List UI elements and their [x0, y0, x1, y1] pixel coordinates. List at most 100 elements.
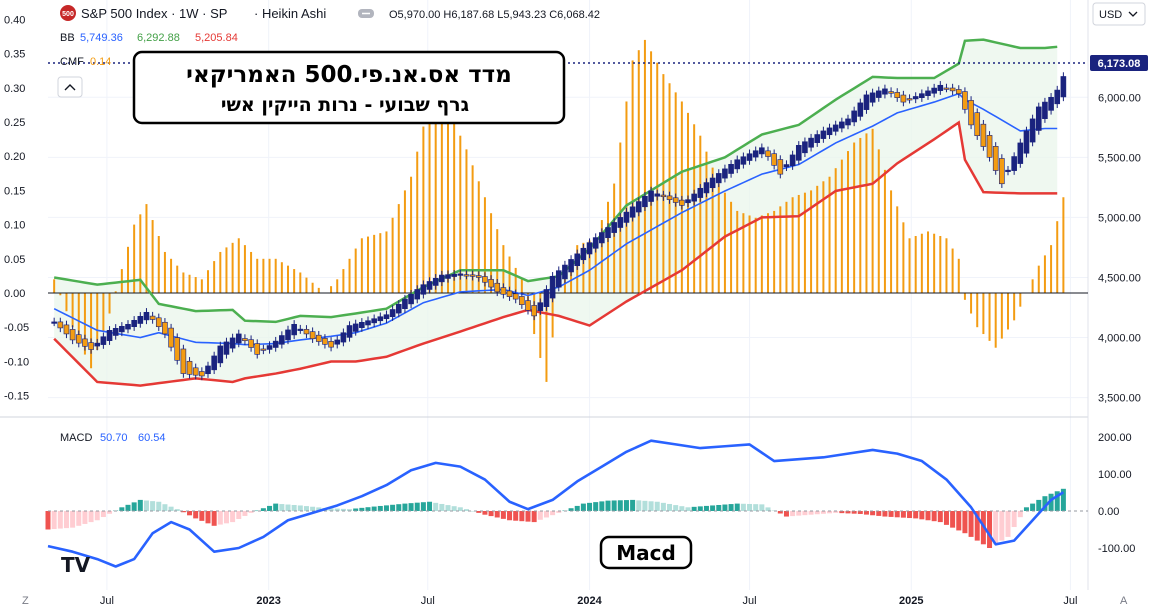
macd-tick: 200.00 [1098, 432, 1132, 444]
macd-hist-bar [519, 511, 525, 522]
cmf-label[interactable]: CMF [60, 56, 84, 68]
macd-hist-bar [968, 511, 974, 537]
footer-right[interactable]: A [1120, 595, 1128, 607]
candle-body [192, 367, 199, 376]
macd-hist-bar [716, 504, 722, 511]
cmf-bar [268, 258, 271, 293]
candle-body [937, 84, 944, 91]
cmf-bar [379, 233, 382, 293]
macd-hist-bar [334, 508, 340, 511]
cmf-bar [194, 277, 197, 293]
cmf-bar [434, 103, 437, 293]
candle-body [211, 355, 217, 371]
currency-selector[interactable] [1092, 2, 1146, 26]
macd-hist-bar [888, 511, 894, 517]
cmf-bar [588, 240, 591, 293]
macd-hist-bar [76, 511, 82, 526]
candle-body [697, 187, 704, 198]
cmf-bar [1007, 293, 1009, 330]
candle-body [980, 123, 987, 147]
macd-hist-bar [876, 511, 882, 516]
macd-hist-bar [408, 503, 414, 511]
cmf-value: 0.14 [90, 56, 111, 68]
chevron-up-icon [64, 84, 76, 91]
chart-title[interactable]: S&P 500 Index · 1W · SP [81, 6, 227, 21]
cmf-tick: 0.20 [4, 151, 25, 163]
legend-collapse-button[interactable] [57, 76, 83, 98]
bb-upper-line [53, 38, 1058, 324]
candle-body [88, 342, 94, 350]
macd-hist-bar [827, 511, 833, 514]
candle-body [888, 91, 894, 94]
macd-label[interactable]: MACD [60, 432, 92, 444]
cmf-bar [71, 293, 74, 328]
cmf-bar [693, 124, 696, 293]
macd-hist-bar [753, 504, 759, 511]
candle-body [309, 331, 316, 340]
cmf-tick: -0.10 [4, 356, 29, 368]
candle-body [943, 87, 950, 90]
chart-style[interactable]: · Heikin Ashi [254, 6, 326, 21]
candle-body [709, 177, 716, 189]
candle-body [586, 242, 593, 255]
macd-hist-bar [943, 511, 949, 525]
macd-hist-bar [734, 503, 740, 511]
macd-hist-bar [814, 511, 820, 515]
candle-body [229, 337, 236, 349]
candle-body [845, 118, 851, 126]
cmf-bar [440, 106, 443, 293]
price-tick: 3,500.00 [1098, 393, 1141, 405]
macd-hist-bar [180, 511, 186, 513]
cmf-bar [963, 293, 966, 300]
title-annotation-line1: מדד אס.אנ.פי.500 האמריקאי [186, 62, 512, 88]
candle-body [389, 309, 396, 318]
macd-hist-bar [427, 501, 433, 511]
macd-hist-bar [187, 511, 193, 516]
candle-body [322, 338, 328, 345]
cmf-bar [465, 149, 468, 293]
cmf-bar [207, 270, 209, 293]
candle-body [463, 274, 470, 277]
cmf-bar [176, 265, 179, 293]
macd-hist-bar [630, 499, 636, 511]
macd-hist-bar [1011, 511, 1017, 528]
candle-body [839, 121, 845, 129]
tradingview-logo[interactable]: TV [61, 553, 91, 577]
price-tick: 5,500.00 [1098, 152, 1141, 164]
candle-body [814, 134, 821, 143]
macd-hist-bar [488, 511, 494, 517]
candle-body [949, 87, 956, 92]
cmf-bar [970, 293, 973, 314]
cmf-bar [59, 293, 62, 296]
macd-hist-bar [796, 511, 802, 516]
candle-body [654, 193, 661, 197]
macd-hist-bar [648, 501, 654, 511]
macd-hist-bar [667, 503, 673, 511]
time-tick: Jul [421, 595, 435, 607]
cmf-bar [305, 277, 308, 293]
cmf-bar [508, 256, 511, 293]
bb-label[interactable]: BB [60, 32, 75, 44]
candle-body [740, 156, 747, 165]
candle-body [635, 201, 642, 213]
cmf-bar [717, 183, 720, 293]
candle-body [242, 338, 248, 342]
candle-body [919, 93, 925, 98]
macd-hist-bar [347, 509, 353, 511]
candle-body [808, 137, 814, 148]
cmf-bar [803, 192, 806, 293]
macd-hist-bar [605, 500, 611, 511]
macd-tick: 0.00 [1098, 506, 1119, 518]
macd-hist-bar [494, 511, 500, 518]
heikin-ashi-candles[interactable] [51, 72, 1067, 381]
footer-left[interactable]: Z [22, 595, 29, 607]
candle-body [912, 96, 919, 100]
candle-body [863, 94, 870, 110]
macd-hist-bar [470, 511, 476, 512]
candle-body [1054, 89, 1061, 105]
candle-body [235, 333, 242, 344]
candle-body [1029, 118, 1036, 143]
macd-hist-bar [568, 508, 574, 511]
